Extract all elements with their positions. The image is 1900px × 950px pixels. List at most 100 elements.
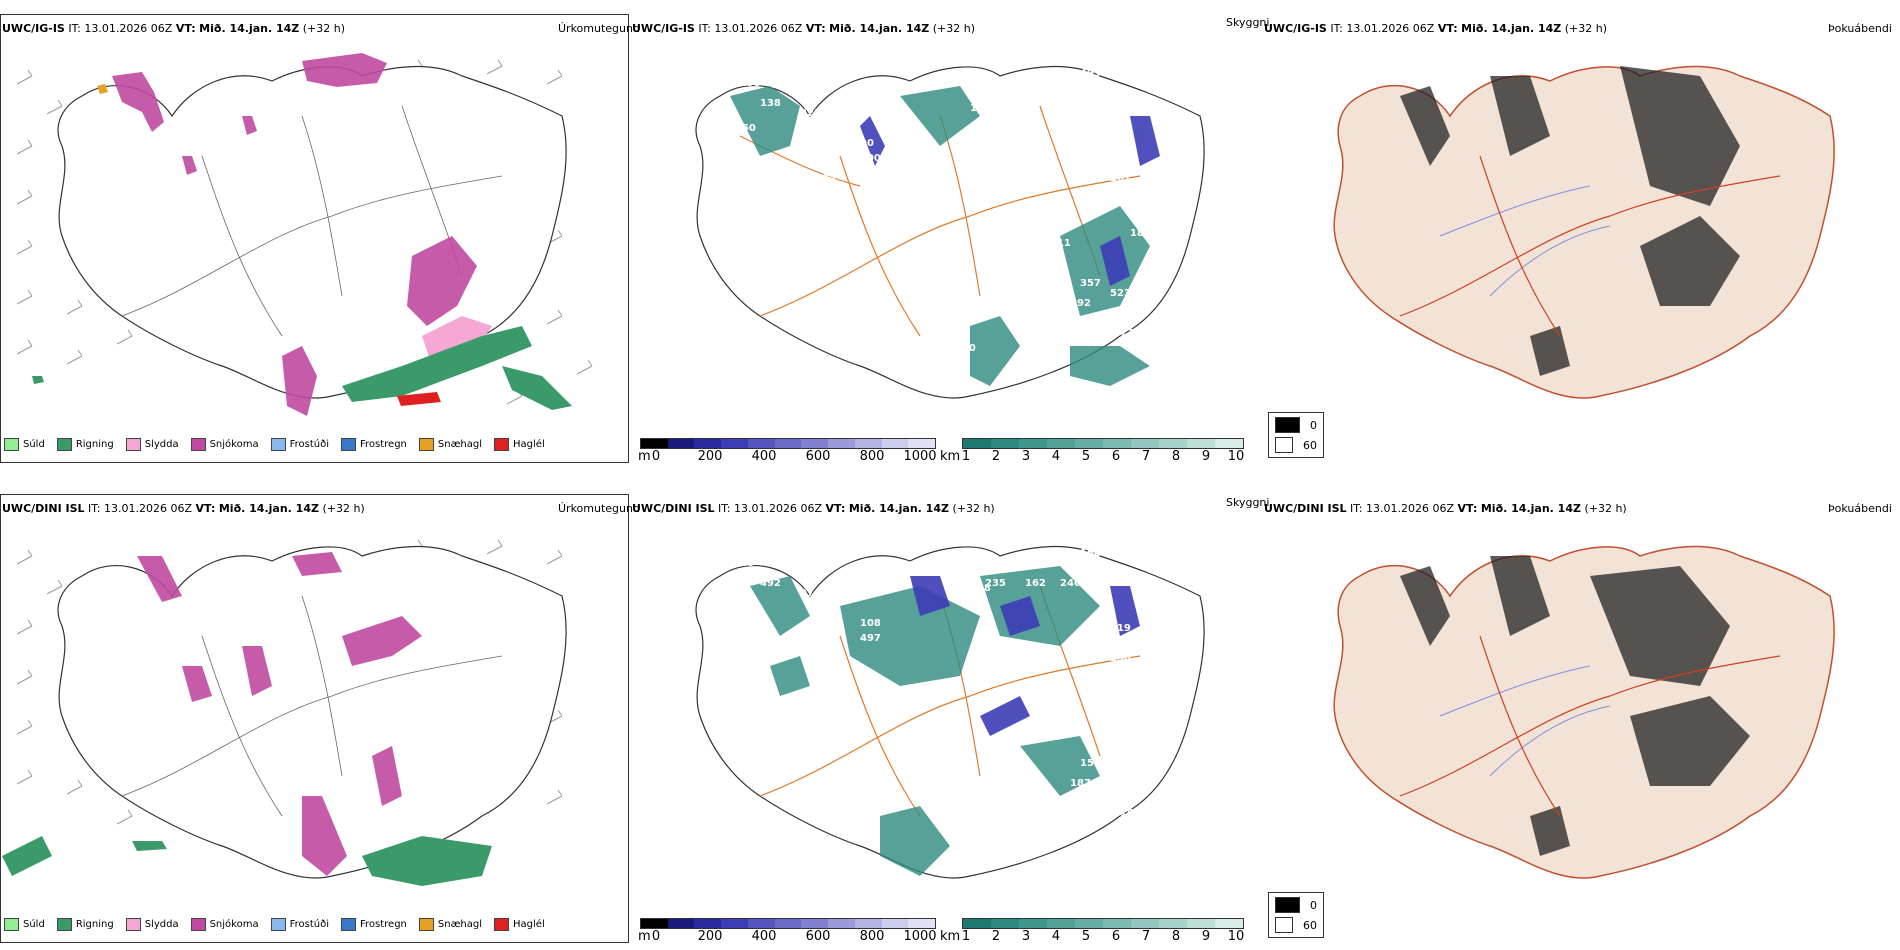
road-network bbox=[1399, 635, 1781, 817]
ceiling-value-label: 389 bbox=[815, 653, 836, 664]
legend-swatch bbox=[270, 918, 286, 931]
cloud-legend-row: 0 bbox=[1275, 897, 1317, 913]
scale-swatch bbox=[721, 439, 748, 448]
ceiling-value-label: 10 bbox=[930, 333, 944, 344]
it-label: IT: bbox=[68, 22, 81, 35]
scale-swatch bbox=[881, 919, 909, 928]
ceiling-value-label: 97 bbox=[800, 588, 814, 599]
model-name: UWC/IG-IS bbox=[2, 22, 65, 35]
ceiling-value-label: 15 bbox=[955, 823, 969, 834]
ceiling-value-label: 133 bbox=[970, 103, 991, 114]
ceiling-value-label: 150 bbox=[735, 123, 756, 134]
scale-tick: 8 bbox=[1171, 929, 1181, 944]
scale-swatch bbox=[641, 439, 668, 448]
vt-value: Mið. 14.jan. 14Z bbox=[1480, 502, 1581, 515]
scale-swatch bbox=[828, 439, 855, 448]
legend-label: Frostúði bbox=[289, 919, 329, 930]
vt-value: Mið. 14.jan. 14Z bbox=[199, 22, 300, 35]
legend-item-freezing-rain: Frostregn bbox=[341, 918, 407, 931]
ceiling-value-label: 323 bbox=[800, 108, 821, 119]
precip-legend: Súld Rigning Slydda Snjókoma Frostúði Fr… bbox=[4, 438, 557, 451]
ceiling-value-label: 187 bbox=[1130, 228, 1151, 239]
legend-swatch bbox=[494, 438, 510, 451]
it-label: IT: bbox=[698, 22, 711, 35]
model-name: UWC/IG-IS bbox=[1264, 22, 1327, 35]
scale-tick: 9 bbox=[1201, 449, 1211, 464]
ceiling-value-label: 116 bbox=[1110, 143, 1131, 154]
it-label: IT: bbox=[1330, 22, 1343, 35]
ceiling-value-label: 139 bbox=[985, 98, 1006, 109]
low-visibility-areas bbox=[730, 86, 1150, 386]
vt-label: VT: bbox=[825, 502, 846, 515]
ceiling-value-label: 169 bbox=[1130, 708, 1151, 719]
scale-swatch bbox=[667, 919, 695, 928]
ceiling-value-label: 187 bbox=[1070, 778, 1091, 789]
legend-swatch bbox=[4, 918, 19, 931]
scale-swatch bbox=[1019, 919, 1047, 928]
snow-areas bbox=[112, 53, 477, 416]
scale-unit: m bbox=[638, 929, 651, 944]
legend-item-snow: Snjókoma bbox=[190, 918, 259, 931]
ceiling-value-label: 19 bbox=[1060, 98, 1074, 109]
scale-swatch bbox=[1019, 439, 1047, 448]
lead-time: (+32 h) bbox=[1564, 22, 1608, 35]
legend-item-hail: Haglél bbox=[494, 918, 545, 931]
scale-swatch bbox=[1187, 919, 1215, 928]
legend-swatch bbox=[1275, 917, 1293, 933]
scale-swatch bbox=[721, 919, 748, 928]
vt-value: Mið. 14.jan. 14Z bbox=[1461, 22, 1562, 35]
ceiling-value-label: 263 bbox=[950, 353, 971, 364]
height-scale: m 0 200 400 600 800 1000 bbox=[638, 438, 937, 464]
ceiling-value-label: 246 bbox=[830, 588, 851, 599]
ceiling-value-label: 162 bbox=[1025, 578, 1046, 589]
scale-tick: 4 bbox=[1051, 929, 1061, 944]
road-network bbox=[121, 595, 503, 817]
ceiling-value-label: 108 bbox=[860, 618, 881, 629]
scale-swatch bbox=[1103, 919, 1131, 928]
scale-unit: m bbox=[638, 449, 651, 464]
scale-swatch bbox=[1187, 439, 1215, 448]
ceiling-value-label: 165 bbox=[1120, 808, 1141, 819]
legend-label: Frostregn bbox=[360, 919, 407, 930]
legend-swatch bbox=[190, 918, 206, 931]
it-value: 13.01.2026 06Z bbox=[104, 502, 193, 515]
legend-swatch bbox=[270, 438, 286, 451]
height-scale-ticks: m 0 200 400 600 800 1000 bbox=[638, 929, 937, 944]
scale-tick: 600 bbox=[805, 929, 831, 944]
scale-swatch bbox=[963, 439, 991, 448]
scale-tick: 1 bbox=[961, 929, 971, 944]
visibility-scale: km 1 2 3 4 5 6 7 8 9 10 bbox=[940, 438, 1244, 464]
legend-item-rain: Rigning bbox=[56, 438, 114, 451]
lead-time: (+32 h) bbox=[932, 22, 976, 35]
ceiling-value-label: 493 bbox=[1080, 68, 1101, 79]
legend-item-ice-pellets: Snæhagl bbox=[418, 438, 483, 451]
ceiling-value-label: 109 bbox=[1050, 718, 1071, 729]
legend-swatch bbox=[1275, 417, 1300, 433]
row-2: UWC/DINI ISL IT: 13.01.2026 06Z VT: Mið.… bbox=[0, 480, 1900, 950]
scale-swatch bbox=[1047, 919, 1075, 928]
panel-header: UWC/IG-IS IT: 13.01.2026 06Z VT: Mið. 14… bbox=[1264, 22, 1607, 35]
scale-swatch bbox=[747, 919, 775, 928]
visibility-scale-bar bbox=[962, 438, 1244, 449]
scale-swatch bbox=[828, 919, 855, 928]
scale-swatch bbox=[1075, 439, 1103, 448]
legend-label: 60 bbox=[1303, 438, 1317, 452]
dark-cloud-areas bbox=[1400, 66, 1740, 376]
legend-swatch bbox=[125, 438, 141, 451]
legend-label: Snæhagl bbox=[437, 439, 483, 450]
legend-item-freezing-drizzle: Frostúði bbox=[270, 438, 329, 451]
scale-tick: 200 bbox=[697, 929, 723, 944]
height-scale: m 0 200 400 600 800 1000 bbox=[638, 918, 937, 944]
ceiling-value-label: 150 bbox=[1080, 758, 1101, 769]
ceiling-value-label: 28 bbox=[740, 558, 754, 569]
legend-label: Rigning bbox=[75, 919, 114, 930]
ceiling-value-label: 392 bbox=[1070, 298, 1091, 309]
snow-areas bbox=[137, 552, 422, 876]
vt-label: VT: bbox=[195, 502, 216, 515]
scale-tick: 8 bbox=[1171, 449, 1181, 464]
height-scale-ticks: m 0 200 400 600 800 1000 bbox=[638, 449, 937, 464]
ceiling-value-label: 492 bbox=[760, 578, 781, 589]
rain-areas bbox=[2, 836, 492, 886]
scale-tick: 3 bbox=[1021, 929, 1031, 944]
